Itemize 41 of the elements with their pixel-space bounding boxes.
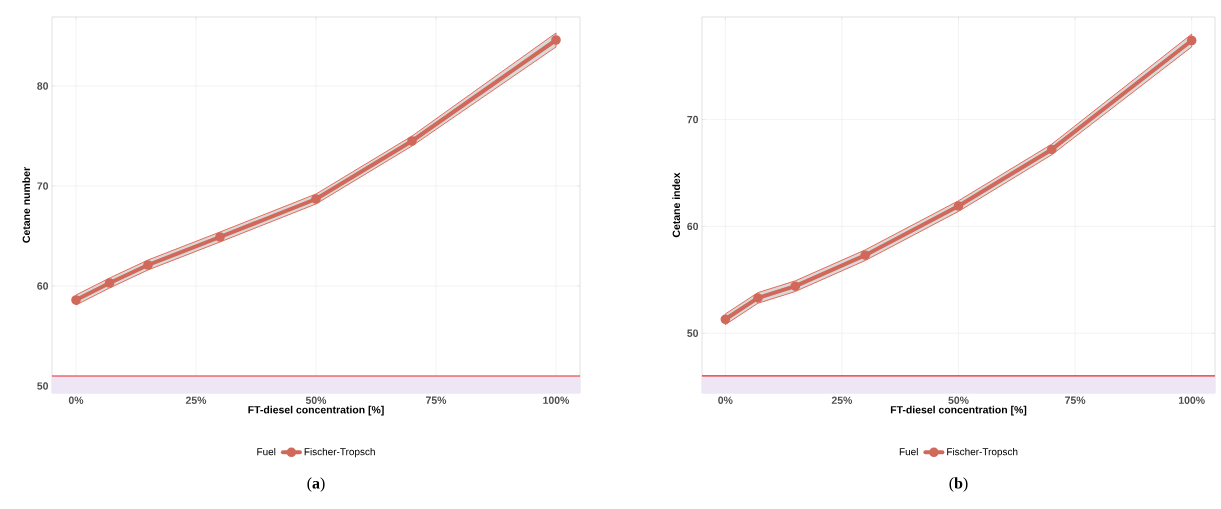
point [1186, 35, 1197, 46]
text: (b) [949, 477, 968, 492]
point [753, 293, 763, 303]
point [104, 278, 115, 288]
point [551, 35, 561, 45]
y-tick-label: 50 [687, 329, 699, 337]
point [215, 232, 225, 242]
x-tick-label: 75% [1065, 396, 1086, 404]
x-tick-label: 50% [305, 396, 327, 404]
y-tick-label: 50 [37, 382, 49, 390]
x-tick-label: 25% [185, 396, 207, 404]
point [143, 260, 153, 270]
y-tick-label: 70 [37, 182, 49, 190]
legend-label: Fischer-Tropsch [304, 447, 375, 458]
x-axis-title: FT-diesel concentration [%] [890, 405, 1027, 416]
point [860, 250, 871, 260]
y-axis-title: Cetane number [22, 167, 31, 243]
legend-label: Fischer-Tropsch [947, 447, 1018, 458]
x-tick-label: 75% [425, 396, 447, 404]
point [71, 295, 81, 305]
point [953, 201, 964, 211]
x-tick-label: 25% [831, 396, 853, 404]
x-tick-label: 50% [948, 396, 969, 404]
legend-title: Fuel [899, 447, 918, 456]
y-axis-title: Cetane index [672, 172, 681, 238]
point [311, 194, 321, 204]
y-tick-label: 70 [687, 115, 699, 124]
y-tick-label: 80 [37, 82, 49, 90]
x-tick-label: 0% [718, 396, 733, 404]
x-tick-label: 0% [68, 396, 84, 404]
x-axis-title: FT-diesel concentration [%] [248, 405, 384, 416]
text: (a) [307, 477, 325, 492]
y-tick-label: 60 [37, 282, 49, 290]
x-tick-label: 100% [543, 396, 570, 404]
legend-title: Fuel [257, 447, 276, 456]
x-tick-label: 100% [1178, 396, 1205, 404]
y-tick-label: 60 [687, 222, 699, 231]
point [407, 136, 417, 146]
point [1046, 144, 1057, 155]
point [720, 314, 731, 325]
point [790, 281, 801, 291]
